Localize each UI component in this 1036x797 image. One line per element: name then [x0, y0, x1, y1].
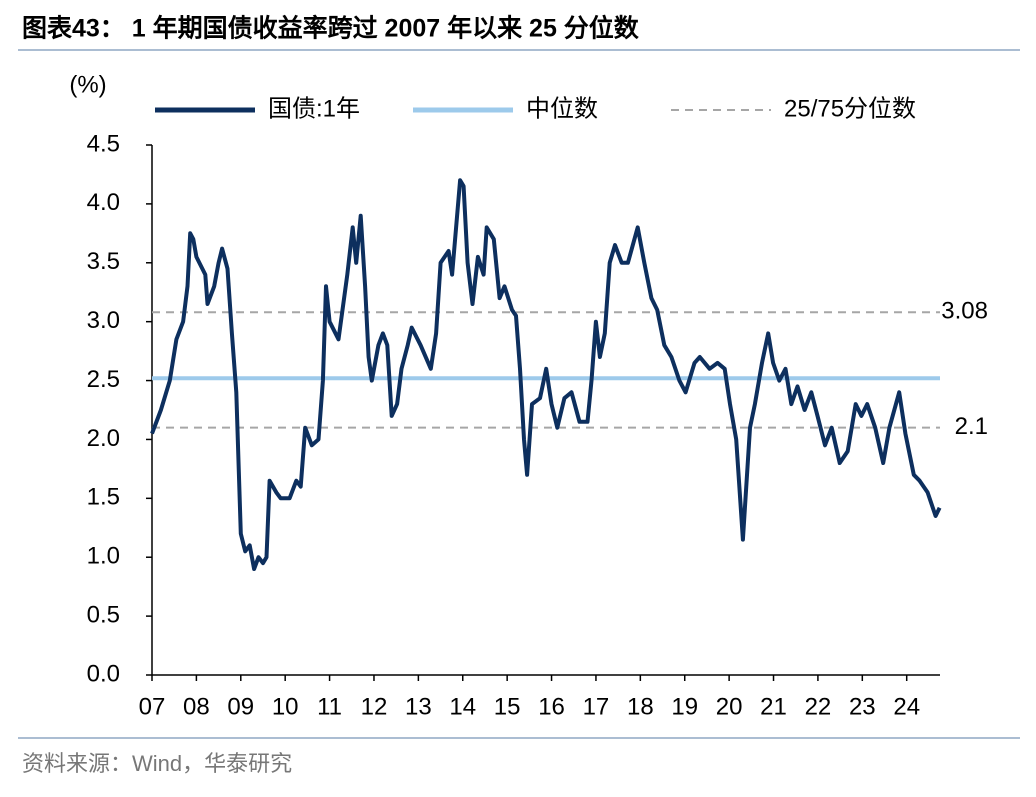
x-tick-label: 16: [538, 693, 565, 720]
y-tick-label: 0.0: [87, 660, 120, 687]
x-tick-label: 22: [805, 693, 832, 720]
x-tick-label: 09: [227, 693, 254, 720]
legend-label: 中位数: [526, 95, 598, 122]
x-tick-label: 18: [627, 693, 654, 720]
legend-label: 国债:1年: [268, 95, 360, 122]
x-tick-label: 10: [272, 693, 299, 720]
source: 资料来源：Wind，华泰研究: [22, 751, 292, 776]
y-tick-label: 4.5: [87, 130, 120, 157]
reference-label: 2.1: [955, 413, 988, 440]
y-tick-label: 1.0: [87, 543, 120, 570]
y-tick-label: 3.0: [87, 307, 120, 334]
x-tick-label: 07: [139, 693, 166, 720]
series-line: [150, 178, 942, 571]
y-tick-label: 2.5: [87, 366, 120, 393]
x-tick-label: 21: [760, 693, 787, 720]
x-tick-label: 19: [671, 693, 698, 720]
y-tick-label: 1.5: [87, 484, 120, 511]
y-tick-label: 2.0: [87, 425, 120, 452]
y-tick-label: 0.5: [87, 601, 120, 628]
x-tick-label: 17: [583, 693, 610, 720]
chart-title: 图表43： 1 年期国债收益率跨过 2007 年以来 25 分位数: [22, 14, 640, 43]
x-tick-label: 13: [405, 693, 432, 720]
legend-label: 25/75分位数: [784, 95, 916, 122]
x-tick-label: 08: [183, 693, 210, 720]
x-tick-label: 24: [893, 693, 920, 720]
x-tick-label: 11: [317, 693, 342, 720]
reference-label: 3.08: [941, 298, 988, 325]
y-axis-label: (%): [69, 71, 106, 98]
x-tick-label: 15: [494, 693, 521, 720]
x-tick-label: 23: [849, 693, 876, 720]
x-tick-label: 20: [716, 693, 743, 720]
x-tick-label: 12: [361, 693, 388, 720]
y-tick-label: 4.0: [87, 189, 120, 216]
x-tick-label: 14: [449, 693, 476, 720]
y-tick-label: 3.5: [87, 248, 120, 275]
